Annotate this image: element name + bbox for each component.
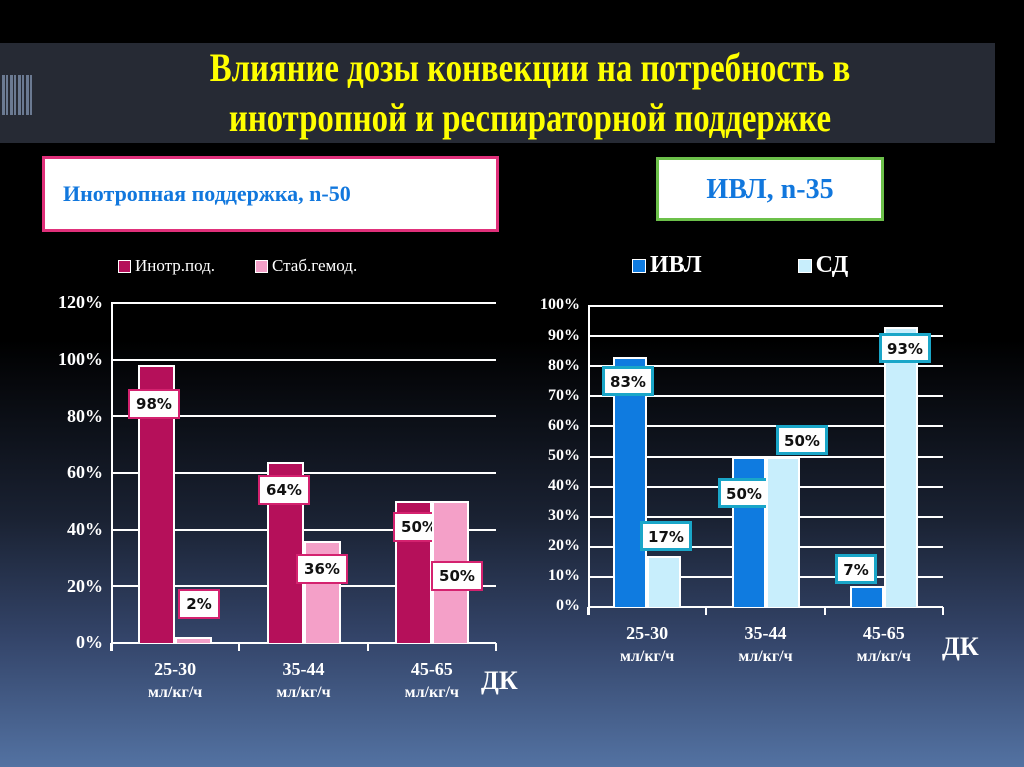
category-range: 35-44 (282, 659, 325, 679)
left-chart-title: Инотропная поддержка, n-50 (42, 156, 499, 232)
x-tick (942, 607, 944, 615)
bar-0-2 (849, 585, 884, 607)
category-unit: мл/кг/ч (276, 684, 331, 701)
y-axis-line (588, 306, 590, 615)
gridline (588, 425, 943, 428)
gridline (588, 305, 943, 307)
y-tick-label: 120% (58, 292, 103, 313)
title-line-2: инотропной и респираторной поддержке (228, 95, 832, 140)
legend-label-stab: Стаб.гемод. (272, 256, 358, 275)
category-unit: мл/кг/ч (738, 648, 793, 665)
y-tick-label: 50% (548, 446, 580, 464)
bar-1-1 (765, 456, 800, 607)
left-legend: Инотр.под. Стаб.гемод. (118, 256, 357, 276)
x-category-label: 35-44 мл/кг/ч (239, 657, 367, 705)
legend-swatch-inotrop (118, 259, 131, 273)
x-tick (495, 643, 497, 651)
gridline (111, 472, 496, 474)
gridline (588, 335, 943, 338)
x-tick (110, 643, 112, 651)
title-line-1: Влияние дозы конвекции на потребность в (209, 45, 851, 90)
y-tick-label: 30% (548, 507, 580, 525)
x-axis-title: ДК (942, 632, 979, 661)
title-band (0, 43, 995, 143)
y-tick-label: 100% (58, 348, 103, 369)
y-tick-label: 90% (548, 326, 580, 344)
data-label: 64% (258, 475, 310, 505)
category-range: 45-65 (862, 623, 905, 643)
legend-swatch-sd (797, 258, 812, 273)
right-legend: ИВЛ СД (632, 252, 848, 279)
y-tick-label: 10% (548, 567, 580, 585)
bar-1-0 (175, 637, 213, 643)
right-chart-title: ИВЛ, n-35 (656, 157, 884, 221)
data-label: 50% (718, 478, 770, 508)
data-label: 17% (640, 521, 692, 551)
gridline (588, 365, 943, 368)
legend-label-sd: СД (815, 252, 849, 278)
legend-label-inotrop: Инотр.под. (135, 256, 216, 275)
data-label: 50% (776, 425, 828, 455)
y-tick-label: 0% (556, 597, 580, 615)
y-axis-line (111, 303, 113, 651)
decorative-barcode-icon (2, 75, 34, 115)
y-tick-label: 40% (548, 477, 580, 494)
x-tick (366, 643, 369, 651)
legend-swatch-ivl (632, 258, 646, 273)
category-unit: мл/кг/ч (148, 684, 203, 701)
legend-swatch-stab (255, 259, 269, 273)
category-range: 45-65 (410, 659, 453, 679)
category-range: 25-30 (154, 659, 197, 679)
y-tick-label: 20% (548, 537, 580, 555)
y-tick-label: 70% (548, 386, 580, 404)
legend-label-ivl: ИВЛ (650, 252, 702, 278)
x-tick (705, 607, 708, 615)
y-tick-label: 60% (548, 416, 580, 434)
y-tick-label: 40% (67, 518, 103, 539)
gridline (588, 606, 943, 608)
category-range: 25-30 (626, 623, 669, 643)
data-label: 50% (431, 561, 483, 591)
x-category-label: 35-44 мл/кг/ч (706, 621, 824, 669)
gridline (111, 528, 496, 531)
slide-title: Влияние дозы конвекции на потребность в … (145, 43, 916, 143)
data-label: 7% (835, 554, 877, 584)
bar-0-0 (613, 357, 648, 607)
data-label: 83% (602, 366, 654, 396)
x-category-label: 25-30 мл/кг/ч (111, 657, 239, 705)
x-tick (587, 607, 589, 615)
x-category-label: 45-65 мл/кг/ч (825, 621, 943, 669)
y-tick-label: 100% (540, 296, 580, 314)
bar-1-2 (883, 327, 918, 607)
x-tick (823, 607, 826, 615)
data-label: 93% (879, 333, 931, 363)
bar-1-0 (647, 555, 682, 607)
category-unit: мл/кг/ч (856, 648, 911, 665)
data-label: 98% (128, 389, 180, 419)
gridline (111, 642, 496, 644)
x-category-label: 25-30 мл/кг/ч (588, 621, 706, 669)
gridline (588, 395, 943, 398)
category-range: 35-44 (744, 623, 787, 643)
category-unit: мл/кг/ч (404, 684, 459, 701)
y-tick-label: 80% (67, 405, 103, 426)
y-tick-label: 80% (548, 356, 580, 374)
data-label: 2% (178, 589, 220, 619)
category-unit: мл/кг/ч (620, 648, 675, 665)
x-category-label: 45-65 мл/кг/ч (368, 657, 496, 705)
gridline (111, 415, 496, 418)
gridline (111, 358, 496, 361)
x-axis-title: ДК (481, 666, 518, 695)
y-tick-label: 20% (67, 575, 103, 596)
x-tick (238, 643, 241, 651)
gridline (111, 302, 496, 304)
y-tick-label: 0% (76, 632, 103, 653)
y-tick-label: 60% (67, 462, 103, 483)
data-label: 36% (296, 554, 348, 584)
